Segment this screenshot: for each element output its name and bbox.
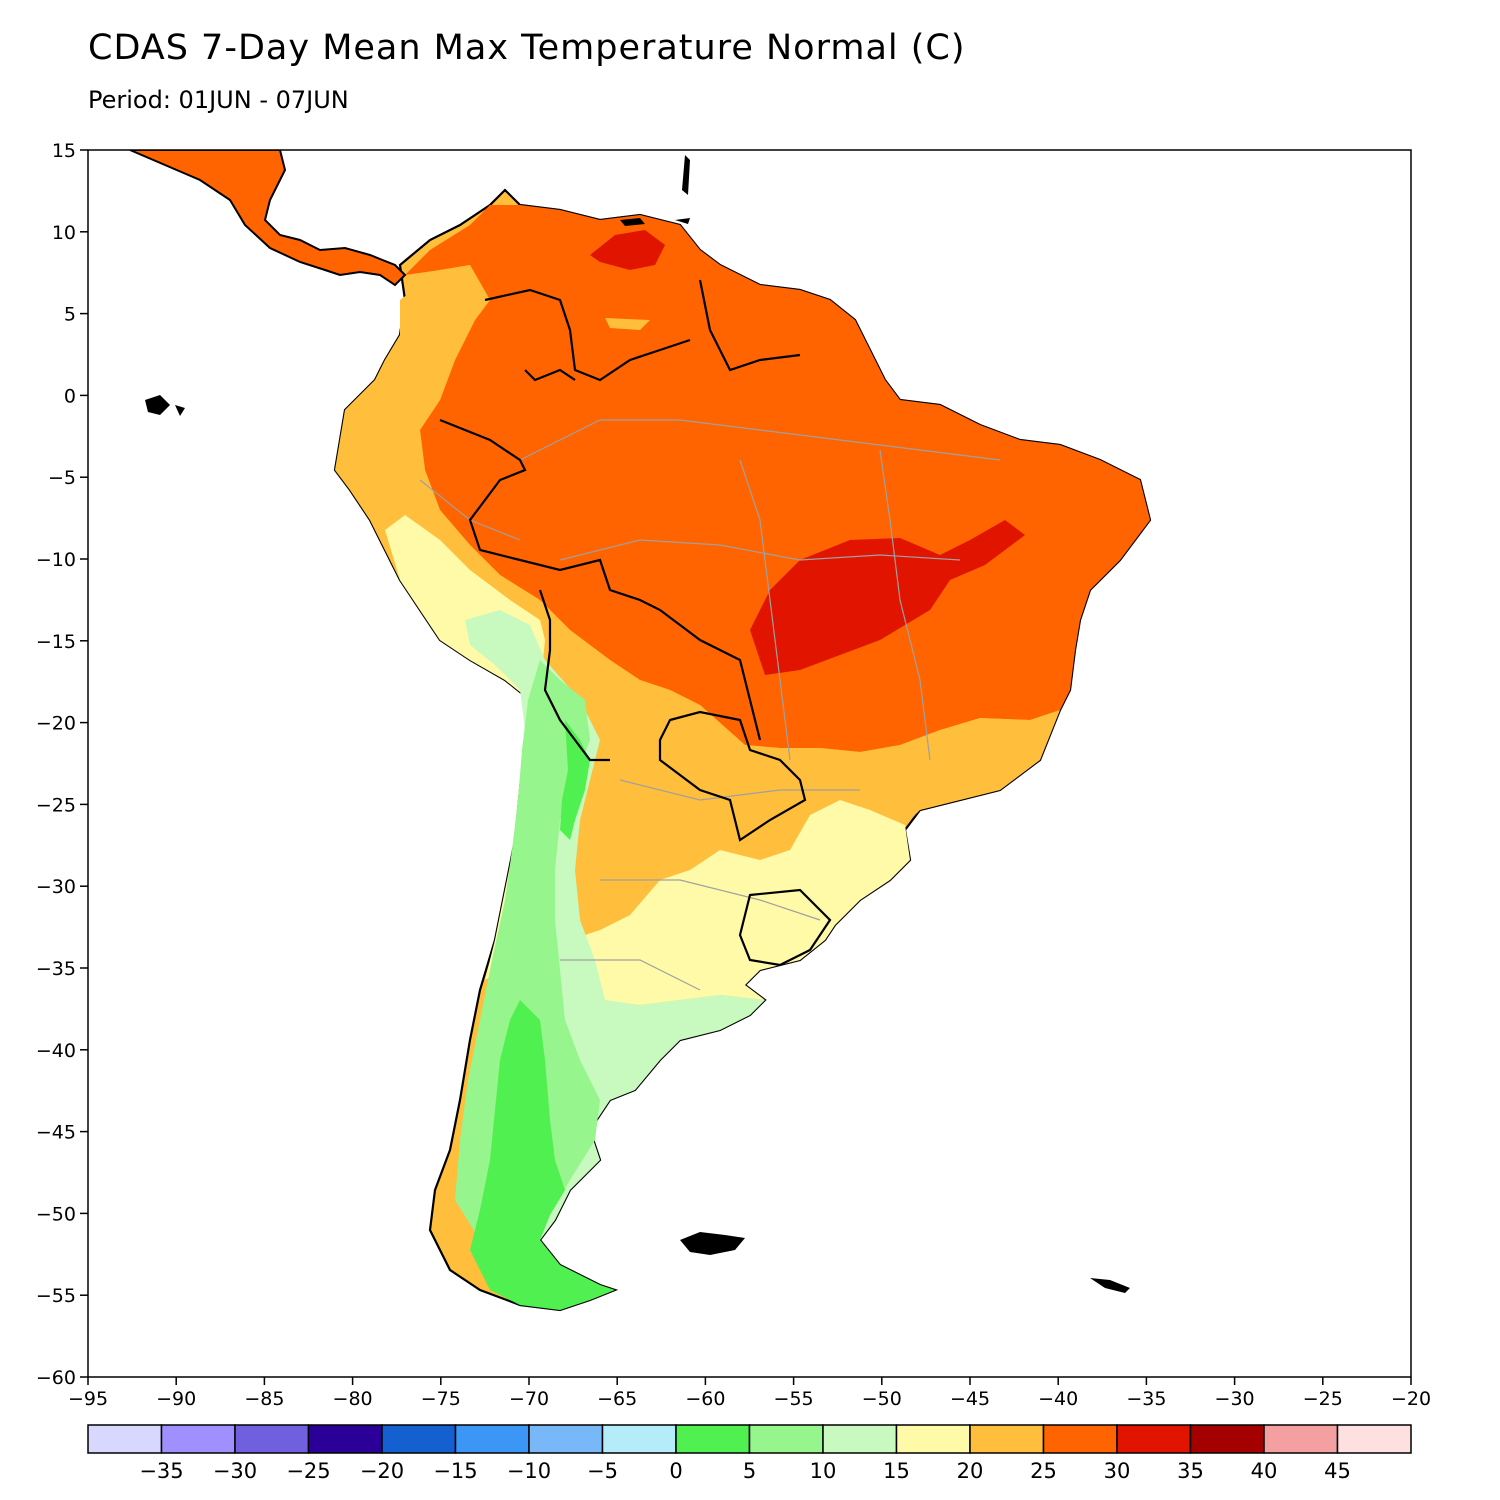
legend-label: 15 [883,1459,910,1483]
lon-tick-label: −40 [1038,1388,1078,1410]
legend-swatch [160,1424,236,1454]
legend-swatch [1116,1424,1192,1454]
lon-tick-label: −80 [333,1388,373,1410]
lat-tick-label: 5 [64,304,76,326]
lon-tick-label: −75 [421,1388,461,1410]
lon-tick-label: −35 [1126,1388,1166,1410]
latitude-axis: 15 10 5 0 −5 −10 −15 −20 −25 −30 −35 −40 −45 −50 −55 −6… [36,140,88,1389]
legend-label: 45 [1324,1459,1351,1483]
falkland-islands [680,1232,745,1255]
lon-tick-label: −45 [950,1388,990,1410]
map-title: CDAS 7-Day Mean Max Temperature Normal (… [88,28,966,68]
lon-tick-label: −25 [1303,1388,1343,1410]
legend-label: 0 [669,1459,682,1483]
temp-zone-25-guiana [605,318,650,330]
lon-tick-label: −70 [509,1388,549,1410]
lat-tick-label: −50 [36,1203,76,1225]
lat-tick-label: 15 [52,140,76,162]
lat-tick-label: −15 [36,631,76,653]
legend-label: 35 [1177,1459,1204,1483]
legend-label: −30 [213,1459,257,1483]
temp-zone-35-venezuela [590,230,665,270]
lat-tick-label: −5 [48,467,76,489]
lon-tick-label: −60 [685,1388,725,1410]
legend-label: 10 [810,1459,837,1483]
legend-label: −10 [507,1459,551,1483]
lat-tick-label: −20 [36,713,76,735]
legend-swatch [895,1424,971,1454]
temp-zone-0 [470,720,615,1310]
legend-label: −5 [587,1459,618,1483]
temp-zone-25-southeast [600,690,1060,905]
legend-swatch [601,1424,677,1454]
legend-swatch [1263,1424,1339,1454]
legend-swatch [748,1424,824,1454]
legend-label: −35 [139,1459,183,1483]
legend-swatch [1189,1424,1265,1454]
lat-tick-label: 10 [52,222,76,244]
longitude-axis: −95 −90 −85 −80 −75 −70 −65 −60 −55 −50 −45 −40 −35 −… [68,1377,1431,1410]
lat-tick-label: −60 [36,1367,76,1389]
lon-tick-label: −95 [68,1388,108,1410]
legend-label: −15 [433,1459,477,1483]
galapagos-islands [145,395,185,416]
color-legend: −35 −30 −25 −20 −15 −10 −5 0 5 10 15 20 25 30 35 40 45 [87,1424,1412,1483]
lat-tick-label: 0 [64,385,76,407]
legend-swatch [307,1424,383,1454]
legend-label: 30 [1104,1459,1131,1483]
temp-zone-25-andes-north [335,265,670,760]
lat-tick-label: −25 [36,794,76,816]
map-subtitle: Period: 01JUN - 07JUN [88,86,349,114]
legend-swatch [381,1424,457,1454]
central-america [129,150,407,287]
legend-swatch [969,1424,1045,1454]
lon-tick-label: −90 [156,1388,196,1410]
legend-swatch [528,1424,604,1454]
state-borders [419,419,1001,991]
legend-swatch [822,1424,898,1454]
legend-label: −25 [286,1459,330,1483]
legend-label: 40 [1251,1459,1278,1483]
lon-tick-label: −50 [862,1388,902,1410]
legend-swatch [454,1424,530,1454]
temp-zone-30 [405,205,1150,752]
lat-tick-label: −30 [36,876,76,898]
plot-frame [87,149,1412,1378]
lon-tick-label: −20 [1391,1388,1431,1410]
legend-swatch [675,1424,751,1454]
lat-tick-label: −35 [36,958,76,980]
temperature-fill-layer [129,150,1152,1312]
lat-tick-label: −55 [36,1285,76,1307]
legend-swatch [1336,1424,1412,1454]
country-borders [439,279,832,967]
lon-tick-label: −55 [774,1388,814,1410]
legend-label: 25 [1030,1459,1057,1483]
lat-tick-label: −10 [36,549,76,571]
legend-label: 20 [957,1459,984,1483]
legend-label: 5 [743,1459,756,1483]
lon-tick-label: −30 [1215,1388,1255,1410]
lon-tick-label: −85 [244,1388,284,1410]
lat-tick-label: −45 [36,1122,76,1144]
legend-swatch [1042,1424,1118,1454]
lat-tick-label: −40 [36,1040,76,1062]
legend-swatch [234,1424,310,1454]
legend-swatch [87,1424,163,1454]
lon-tick-label: −65 [597,1388,637,1410]
south-georgia [1090,1278,1130,1293]
legend-label: −20 [360,1459,404,1483]
